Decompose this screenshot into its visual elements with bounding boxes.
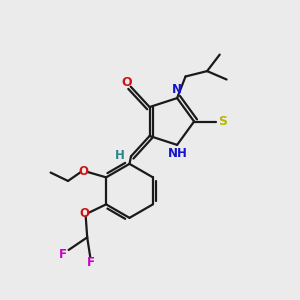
Text: F: F bbox=[87, 256, 95, 269]
Text: O: O bbox=[80, 207, 89, 220]
Text: O: O bbox=[122, 76, 132, 89]
Text: H: H bbox=[115, 149, 124, 162]
Text: N: N bbox=[172, 83, 182, 96]
Text: O: O bbox=[78, 165, 88, 178]
Text: NH: NH bbox=[168, 147, 188, 161]
Text: S: S bbox=[218, 115, 227, 128]
Text: F: F bbox=[59, 248, 67, 261]
